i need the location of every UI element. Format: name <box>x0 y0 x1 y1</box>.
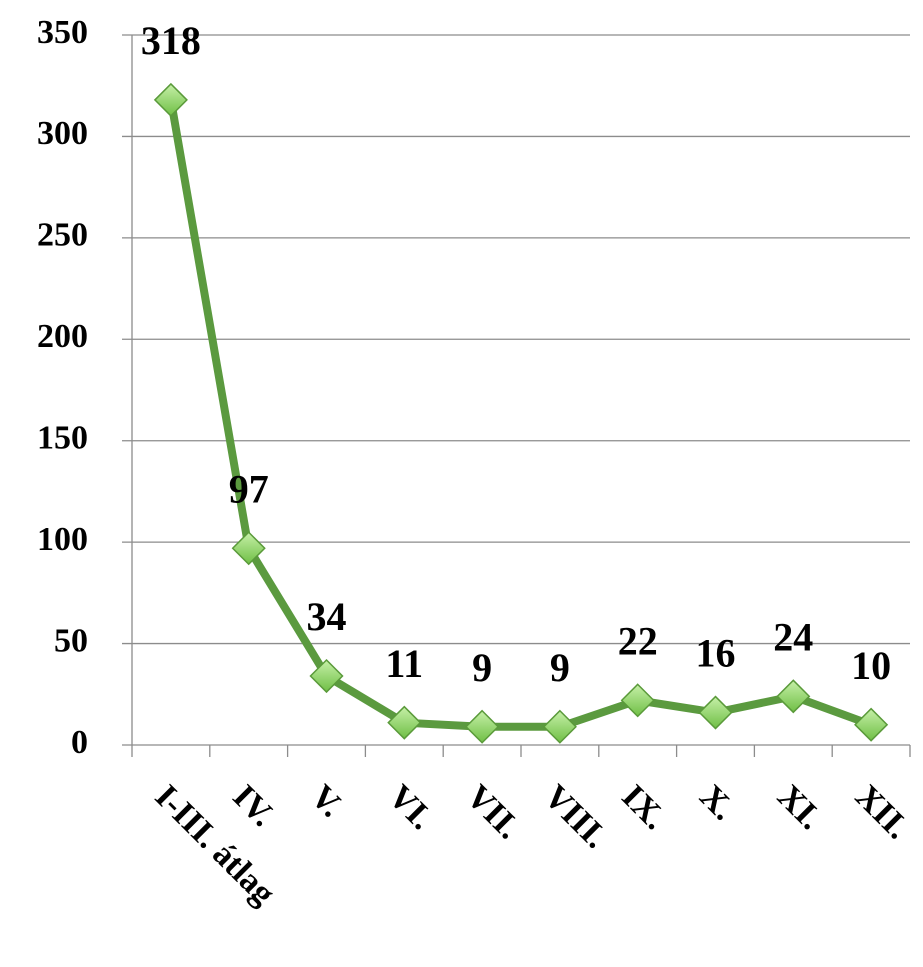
data-label: 318 <box>141 18 201 63</box>
marker <box>776 679 811 714</box>
x-tick-label: VIII. <box>537 778 615 856</box>
x-tick-label: IV. <box>226 778 282 834</box>
y-tick-label: 250 <box>37 217 88 254</box>
x-tick-label: XII. <box>848 778 916 846</box>
data-label: 9 <box>550 645 570 690</box>
data-label: 10 <box>851 643 891 688</box>
y-tick-label: 300 <box>37 115 88 152</box>
data-label: 22 <box>618 619 658 664</box>
x-tick-label: VI. <box>381 778 440 837</box>
x-tick-label: IX. <box>615 778 674 837</box>
x-tick-label: VII. <box>459 778 527 846</box>
data-label: 24 <box>773 614 813 659</box>
data-label: 97 <box>229 466 269 511</box>
x-tick-label: X. <box>692 778 742 828</box>
data-label: 9 <box>472 645 492 690</box>
y-tick-label: 350 <box>37 14 88 51</box>
marker <box>465 709 500 744</box>
marker <box>698 695 733 730</box>
marker <box>542 709 577 744</box>
marker <box>153 82 188 117</box>
line <box>166 99 873 731</box>
data-label: 16 <box>696 631 736 676</box>
data-label: 11 <box>385 641 423 686</box>
y-tick-label: 150 <box>37 420 88 457</box>
y-tick-label: 100 <box>37 521 88 558</box>
y-tick-label: 200 <box>37 318 88 355</box>
data-label: 34 <box>307 594 347 639</box>
marker <box>854 707 889 742</box>
marker <box>620 683 655 718</box>
x-tick-label: V. <box>303 778 349 824</box>
x-tick-label: XI. <box>770 778 829 837</box>
marker <box>231 531 266 566</box>
marker <box>309 658 344 694</box>
y-tick-label: 0 <box>71 724 88 761</box>
marker <box>387 705 422 740</box>
y-tick-label: 50 <box>54 622 88 659</box>
